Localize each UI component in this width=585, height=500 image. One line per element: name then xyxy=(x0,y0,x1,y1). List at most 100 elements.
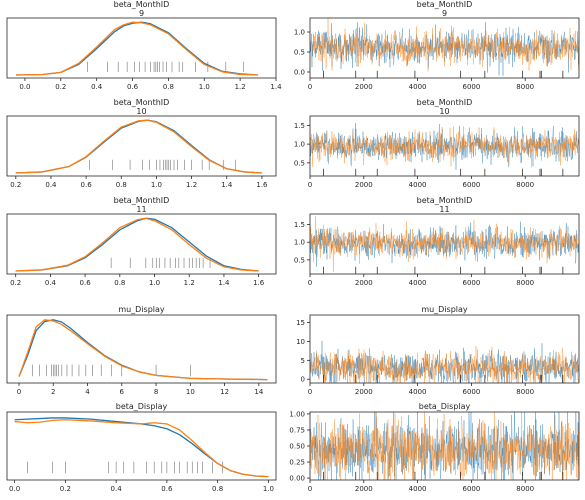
x-tick-label: 8000 xyxy=(516,181,534,189)
x-tick-label: 1.2 xyxy=(186,181,197,189)
x-tick-label: 8000 xyxy=(516,485,534,493)
y-tick-label: 0.5 xyxy=(294,256,305,264)
x-tick-label: 0.8 xyxy=(116,181,127,189)
y-tick-label: 0 xyxy=(301,376,305,384)
density-series-line xyxy=(15,217,259,272)
x-tick-label: 1.2 xyxy=(235,83,246,91)
panel-title: beta_MonthID xyxy=(417,0,473,9)
x-tick-label: 6000 xyxy=(462,279,480,287)
x-tick-label: 4000 xyxy=(409,388,427,396)
x-tick-label: 0.4 xyxy=(45,279,57,287)
x-tick-label: 1.2 xyxy=(184,279,195,287)
x-tick-label: 0.6 xyxy=(81,181,93,189)
x-tick-label: 0.0 xyxy=(19,83,30,91)
x-tick-label: 0.2 xyxy=(10,279,21,287)
y-tick-label: 10 xyxy=(296,338,305,346)
y-tick-label: 0.0 xyxy=(294,69,305,77)
trace-area xyxy=(310,123,579,170)
y-tick-label: 0.25 xyxy=(289,459,305,467)
trace-series-line xyxy=(310,221,579,267)
axes-frame xyxy=(6,411,277,481)
x-tick-label: 2000 xyxy=(355,181,373,189)
trace-series-line xyxy=(310,18,579,72)
x-tick-label: 2000 xyxy=(355,279,373,287)
y-tick-label: 1.0 xyxy=(294,29,305,37)
x-tick-label: 1.0 xyxy=(151,181,162,189)
x-tick-label: 12 xyxy=(220,388,229,396)
x-tick-label: 2000 xyxy=(355,83,373,91)
x-tick-label: 0.8 xyxy=(212,485,223,493)
panel-subtitle: 9 xyxy=(442,9,447,18)
panel-title: mu_Display xyxy=(118,305,165,314)
x-tick-label: 0.6 xyxy=(127,83,139,91)
y-tick-label: 1.00 xyxy=(289,410,305,418)
panel-title: beta_MonthID xyxy=(417,196,473,205)
x-tick-label: 6000 xyxy=(462,181,480,189)
x-tick-label: 0 xyxy=(308,181,312,189)
panel-subtitle: 11 xyxy=(439,205,449,214)
y-tick-label: 1.0 xyxy=(294,239,305,247)
trace-series-line xyxy=(310,340,579,383)
axes-frame xyxy=(6,115,277,177)
x-tick-label: 1.4 xyxy=(218,279,230,287)
axes-frame xyxy=(309,213,580,275)
x-tick-label: 4000 xyxy=(409,181,427,189)
axes-frame xyxy=(309,314,580,384)
panel-title: beta_Display xyxy=(419,402,471,411)
x-tick-label: 0 xyxy=(308,279,312,287)
y-tick-label: 0.50 xyxy=(289,443,305,451)
axes-frame xyxy=(309,115,580,177)
x-tick-label: 1.4 xyxy=(270,83,282,91)
density-series-line xyxy=(15,217,259,272)
panel-title: beta_MonthID xyxy=(114,196,170,205)
x-tick-label: 6000 xyxy=(462,388,480,396)
x-tick-label: 0.6 xyxy=(161,485,173,493)
x-tick-label: 8 xyxy=(154,388,158,396)
y-tick-label: 0.5 xyxy=(294,49,305,57)
axes-frame xyxy=(309,17,580,79)
density-panel: beta_Display 0.0 0.2 0.4 0.6 0.8 1.0 xyxy=(6,402,277,493)
y-tick-label: 1.0 xyxy=(294,141,305,149)
x-tick-label: 1.0 xyxy=(199,83,210,91)
x-tick-label: 2 xyxy=(51,388,55,396)
x-tick-label: 4 xyxy=(85,388,90,396)
trace-series-line xyxy=(310,126,579,168)
x-tick-label: 14 xyxy=(254,388,263,396)
x-tick-label: 6000 xyxy=(462,485,480,493)
x-tick-label: 8000 xyxy=(516,279,534,287)
panel-title: beta_MonthID xyxy=(417,98,473,107)
trace-panel: mu_Display 0 2000 4000 6000 8000 0 5 10 15 xyxy=(296,305,580,396)
trace-series-line xyxy=(310,412,579,480)
x-tick-label: 6 xyxy=(120,388,125,396)
panel-subtitle: 10 xyxy=(439,107,449,116)
y-tick-label: 1.5 xyxy=(294,221,305,229)
x-tick-label: 0.4 xyxy=(111,485,123,493)
panel-title: beta_Display xyxy=(116,402,168,411)
x-tick-label: 0 xyxy=(17,388,21,396)
x-tick-label: 0.2 xyxy=(55,83,66,91)
y-tick-label: 0.75 xyxy=(289,426,305,434)
panel-subtitle: 10 xyxy=(136,107,146,116)
axes-frame xyxy=(6,17,277,79)
axes-frame xyxy=(6,314,277,384)
x-tick-label: 0.2 xyxy=(60,485,71,493)
x-tick-label: 8000 xyxy=(516,83,534,91)
trace-series-line xyxy=(310,216,579,272)
y-tick-label: 15 xyxy=(296,319,305,327)
density-series-line xyxy=(15,21,259,76)
x-tick-label: 4000 xyxy=(409,485,427,493)
x-tick-label: 1.4 xyxy=(221,181,233,189)
x-tick-label: 0 xyxy=(308,83,312,91)
y-tick-label: 0.5 xyxy=(294,159,305,167)
density-series-line xyxy=(18,319,268,381)
y-tick-label: 5 xyxy=(301,357,305,365)
x-tick-label: 6000 xyxy=(462,83,480,91)
x-tick-label: 0.4 xyxy=(45,181,57,189)
x-tick-label: 1.6 xyxy=(256,181,268,189)
panel-title: mu_Display xyxy=(421,305,468,314)
